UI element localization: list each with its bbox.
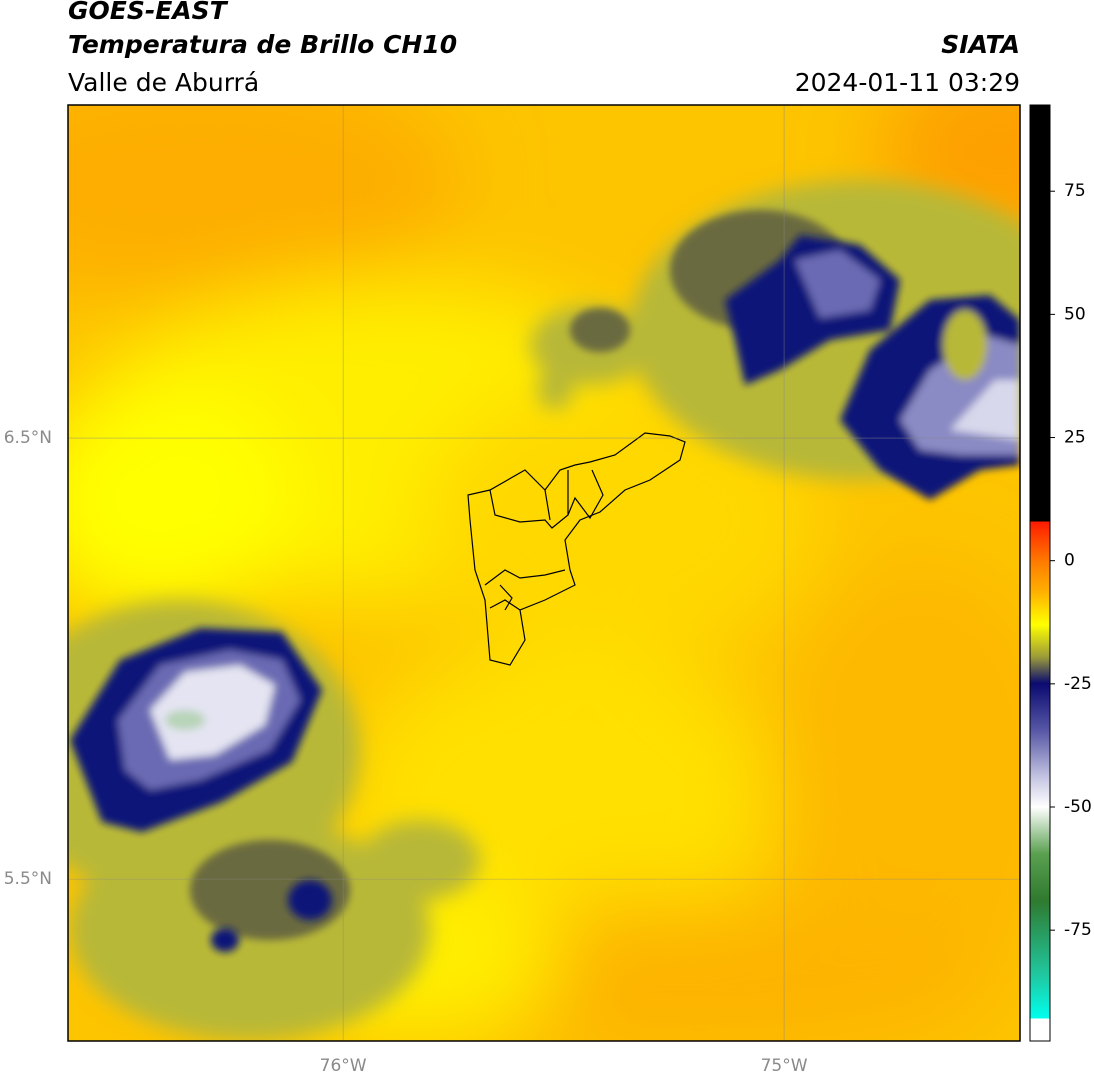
lat-tick-label: 6.5°N <box>4 428 52 448</box>
colorbar-tick-label: 25 <box>1064 428 1086 448</box>
colorbar-tick-label: 0 <box>1064 551 1075 571</box>
temperature-field <box>68 105 1020 1041</box>
satellite: GOES-EAST <box>68 0 229 25</box>
colorbar-tick-label: -50 <box>1064 797 1092 817</box>
lon-tick-label: 75°W <box>761 1056 808 1076</box>
source: SIATA <box>941 30 1020 59</box>
colorbar <box>1029 104 1051 1042</box>
municipal-boundaries <box>467 432 686 666</box>
map-frame <box>67 104 1021 1042</box>
colorbar-tick-label: 75 <box>1064 181 1086 201</box>
region: Valle de Aburrá <box>68 68 259 97</box>
colorbar-tick-label: -75 <box>1064 920 1092 940</box>
colorbar-tick-label: 50 <box>1064 304 1086 324</box>
lon-tick-label: 76°W <box>320 1056 367 1076</box>
product: Temperatura de Brillo CH10 <box>68 30 457 59</box>
timestamp: 2024-01-11 03:29 <box>795 68 1020 97</box>
colorbar-tick-label: -25 <box>1064 674 1092 694</box>
lat-tick-label: 5.5°N <box>4 869 52 889</box>
